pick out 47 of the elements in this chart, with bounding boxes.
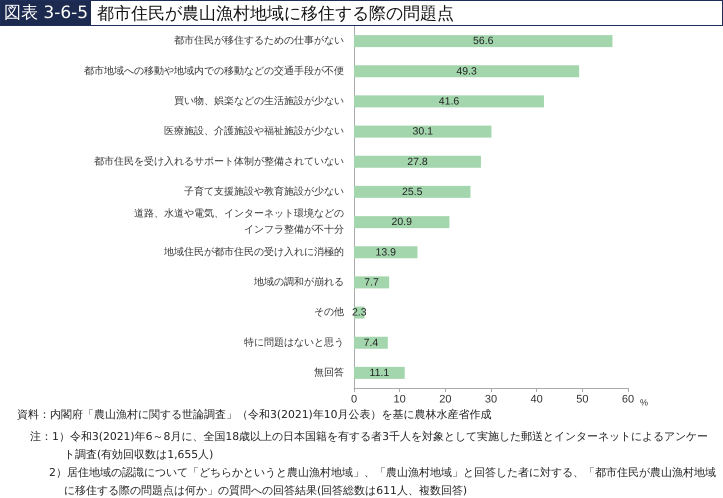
x-tick-label: 20: [439, 394, 452, 406]
y-tick-label: 地域の調和が崩れる: [253, 276, 344, 288]
y-tick-label: 買い物、娯楽などの生活施設が少ない: [174, 94, 344, 107]
y-tick-label: 都市住民を受け入れるサポート体制が整備されていない: [94, 155, 344, 168]
x-tick-label: 0: [350, 394, 358, 406]
bar: [354, 35, 612, 48]
x-tick-label: 10: [394, 394, 406, 406]
bar: [354, 126, 492, 138]
x-tick-label: 50: [576, 394, 588, 406]
bar: [354, 95, 544, 108]
y-tick-label: その他: [314, 306, 344, 318]
data-label: 7.4: [364, 336, 378, 349]
bar: [354, 186, 470, 198]
bar: [354, 246, 418, 258]
y-tick-label: 特に問題はないと思う: [244, 336, 344, 348]
data-label: 7.7: [364, 276, 380, 288]
bar: [354, 156, 481, 168]
y-tick-label: 子育て支援施設や教育施設が少ない: [184, 185, 344, 198]
y-tick-label: 無回答: [314, 366, 344, 378]
data-label: 27.8: [407, 156, 428, 168]
chart-title: 図表 3-6-5 都市住民が農山漁村地域に移住する際の問題点: [3, 2, 454, 25]
x-tick-label: 60: [622, 394, 634, 406]
data-label: 11.1: [370, 366, 390, 379]
y-tick-label: 医療施設、介護施設や福祉施設が少ない: [164, 125, 344, 138]
text: 注：1）令和3(2021)年6～8月に、全国18歳以上の日本国籍を有する者3千人を対象として実施した郵送とインターネットによるアンケート調査(有効回収数は1,655人): [29, 429, 709, 463]
data-label: 2.3: [352, 306, 367, 319]
data-label: 56.6: [473, 35, 494, 48]
text: 資料：内閣府「農山漁村に関する世論調査」（令和3(2021)年10月公表）を基に農林水産省作成: [16, 407, 493, 423]
data-label: 49.3: [456, 65, 477, 78]
x-tick-label: 30: [484, 394, 498, 406]
x-tick-label: 40: [530, 394, 543, 406]
y-tick-label: 地域住民が都市住民の受け入れに消極的: [163, 246, 344, 258]
x-axis-title: %: [640, 398, 648, 408]
data-label: 25.5: [402, 186, 423, 198]
y-tick-label: 道路、水道や電気、インターネット環境などのインフラ整備が不十分: [134, 208, 344, 236]
bar: [354, 65, 580, 78]
text: 2）居住地域の認識について「どちらかというと農山漁村地域」、「農山漁村地域」と回答した者に対する、「都市住民が農山漁村地域に移住する際の問題点は何か」の質問への回答結果(回答総数は611人、複数回答): [48, 465, 717, 498]
bar: [354, 336, 388, 349]
bar: [354, 216, 450, 228]
data-label: 41.6: [438, 95, 460, 108]
bar: [354, 366, 405, 379]
data-label: 20.9: [392, 216, 412, 228]
data-label: 30.1: [412, 126, 434, 138]
y-tick-label: 都市住民が移住するための仕事がない: [174, 34, 344, 47]
data-label: 13.9: [376, 246, 396, 258]
bar: [354, 276, 390, 288]
y-tick-label: 都市地域への移動や地域内での移動などの交通手段が不便: [84, 64, 344, 77]
